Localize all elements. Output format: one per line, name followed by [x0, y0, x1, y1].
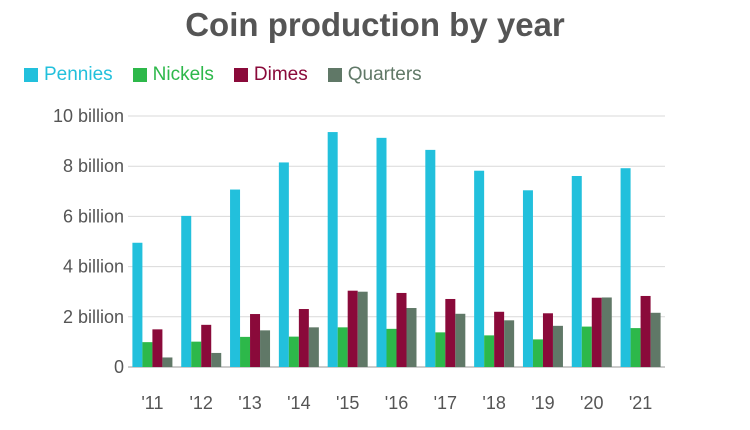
bar-pennies-4 — [327, 132, 338, 367]
bar-nickels-2 — [240, 336, 251, 367]
legend-item-pennies: Pennies — [24, 64, 113, 86]
x-tick-label: '13 — [238, 393, 261, 413]
bar-pennies-3 — [278, 162, 289, 367]
y-tick-label: 4 billion — [63, 257, 124, 277]
bar-quarters-0 — [162, 357, 173, 367]
bar-nickels-1 — [191, 341, 202, 367]
bar-pennies-7 — [474, 170, 485, 367]
bars — [132, 132, 661, 367]
x-tick-label: '18 — [482, 393, 505, 413]
x-tick-label: '14 — [287, 393, 310, 413]
bar-quarters-3 — [308, 327, 319, 367]
legend-swatch-nickels — [132, 68, 147, 82]
bar-dimes-0 — [152, 329, 163, 367]
bar-quarters-2 — [260, 330, 271, 367]
legend-item-dimes: Dimes — [233, 64, 308, 86]
bar-quarters-7 — [504, 320, 515, 367]
bar-quarters-10 — [650, 312, 661, 367]
legend-label-quarters: Quarters — [347, 64, 422, 85]
x-tick-label: '16 — [385, 393, 408, 413]
bar-dimes-2 — [250, 314, 261, 367]
y-tick-label: 6 billion — [63, 206, 124, 226]
bar-nickels-6 — [435, 332, 446, 367]
bar-quarters-6 — [455, 313, 466, 367]
legend-swatch-pennies — [24, 68, 38, 82]
bar-quarters-5 — [406, 308, 417, 367]
y-tick-label: 2 billion — [63, 307, 124, 327]
legend-item-nickels: Nickels — [132, 64, 214, 86]
bar-pennies-10 — [620, 168, 631, 367]
bar-pennies-2 — [230, 189, 241, 367]
x-tick-label: '12 — [189, 393, 212, 413]
bar-dimes-3 — [298, 309, 309, 367]
legend-label-pennies: Pennies — [44, 64, 113, 85]
bar-dimes-9 — [591, 297, 602, 367]
bar-nickels-4 — [337, 327, 348, 367]
bar-dimes-6 — [445, 298, 456, 367]
bar-nickels-9 — [581, 326, 592, 367]
bar-quarters-1 — [211, 352, 222, 367]
bar-quarters-8 — [552, 325, 563, 367]
x-axis-tick-labels: '11 '12 '13 '14 '15 '16 '17 '18 '19 '20 '21 — [141, 393, 652, 413]
legend-label-dimes: Dimes — [253, 64, 308, 85]
bar-dimes-5 — [396, 292, 407, 367]
legend-swatch-quarters — [327, 68, 342, 82]
y-tick-label: 0 — [114, 357, 124, 377]
chart-legend: Pennies Nickels Dimes Quarters — [24, 64, 442, 86]
bar-pennies-8 — [522, 190, 533, 367]
y-tick-label: 8 billion — [63, 156, 124, 176]
bar-nickels-3 — [288, 336, 299, 367]
bar-nickels-5 — [386, 328, 397, 367]
x-tick-label: '21 — [629, 393, 652, 413]
bar-quarters-9 — [601, 297, 612, 367]
y-axis-tick-labels: 0 2 billion 4 billion 6 billion 8 billion 10 … — [53, 106, 124, 377]
bar-pennies-5 — [376, 137, 387, 367]
bar-nickels-7 — [484, 335, 495, 367]
legend-swatch-dimes — [233, 68, 248, 82]
bar-nickels-10 — [630, 328, 641, 367]
legend-label-nickels: Nickels — [152, 64, 214, 85]
bar-dimes-4 — [347, 290, 358, 367]
bar-pennies-9 — [571, 175, 582, 367]
bar-dimes-10 — [640, 295, 651, 367]
bar-pennies-6 — [425, 149, 436, 367]
bar-nickels-0 — [142, 342, 153, 367]
bar-dimes-7 — [494, 311, 505, 367]
x-tick-label: '11 — [141, 393, 163, 413]
bar-pennies-0 — [132, 242, 143, 367]
bar-dimes-1 — [201, 324, 212, 367]
bar-quarters-4 — [357, 291, 368, 367]
x-tick-label: '20 — [580, 393, 603, 413]
bar-nickels-8 — [532, 339, 543, 367]
x-tick-label: '19 — [531, 393, 554, 413]
y-tick-label: 10 billion — [53, 106, 124, 126]
x-tick-label: '17 — [434, 393, 457, 413]
x-tick-label: '15 — [336, 393, 359, 413]
bar-dimes-8 — [542, 313, 553, 367]
chart-title: Coin production by year — [185, 6, 565, 43]
bar-pennies-1 — [181, 215, 192, 367]
legend-item-quarters: Quarters — [327, 64, 422, 86]
